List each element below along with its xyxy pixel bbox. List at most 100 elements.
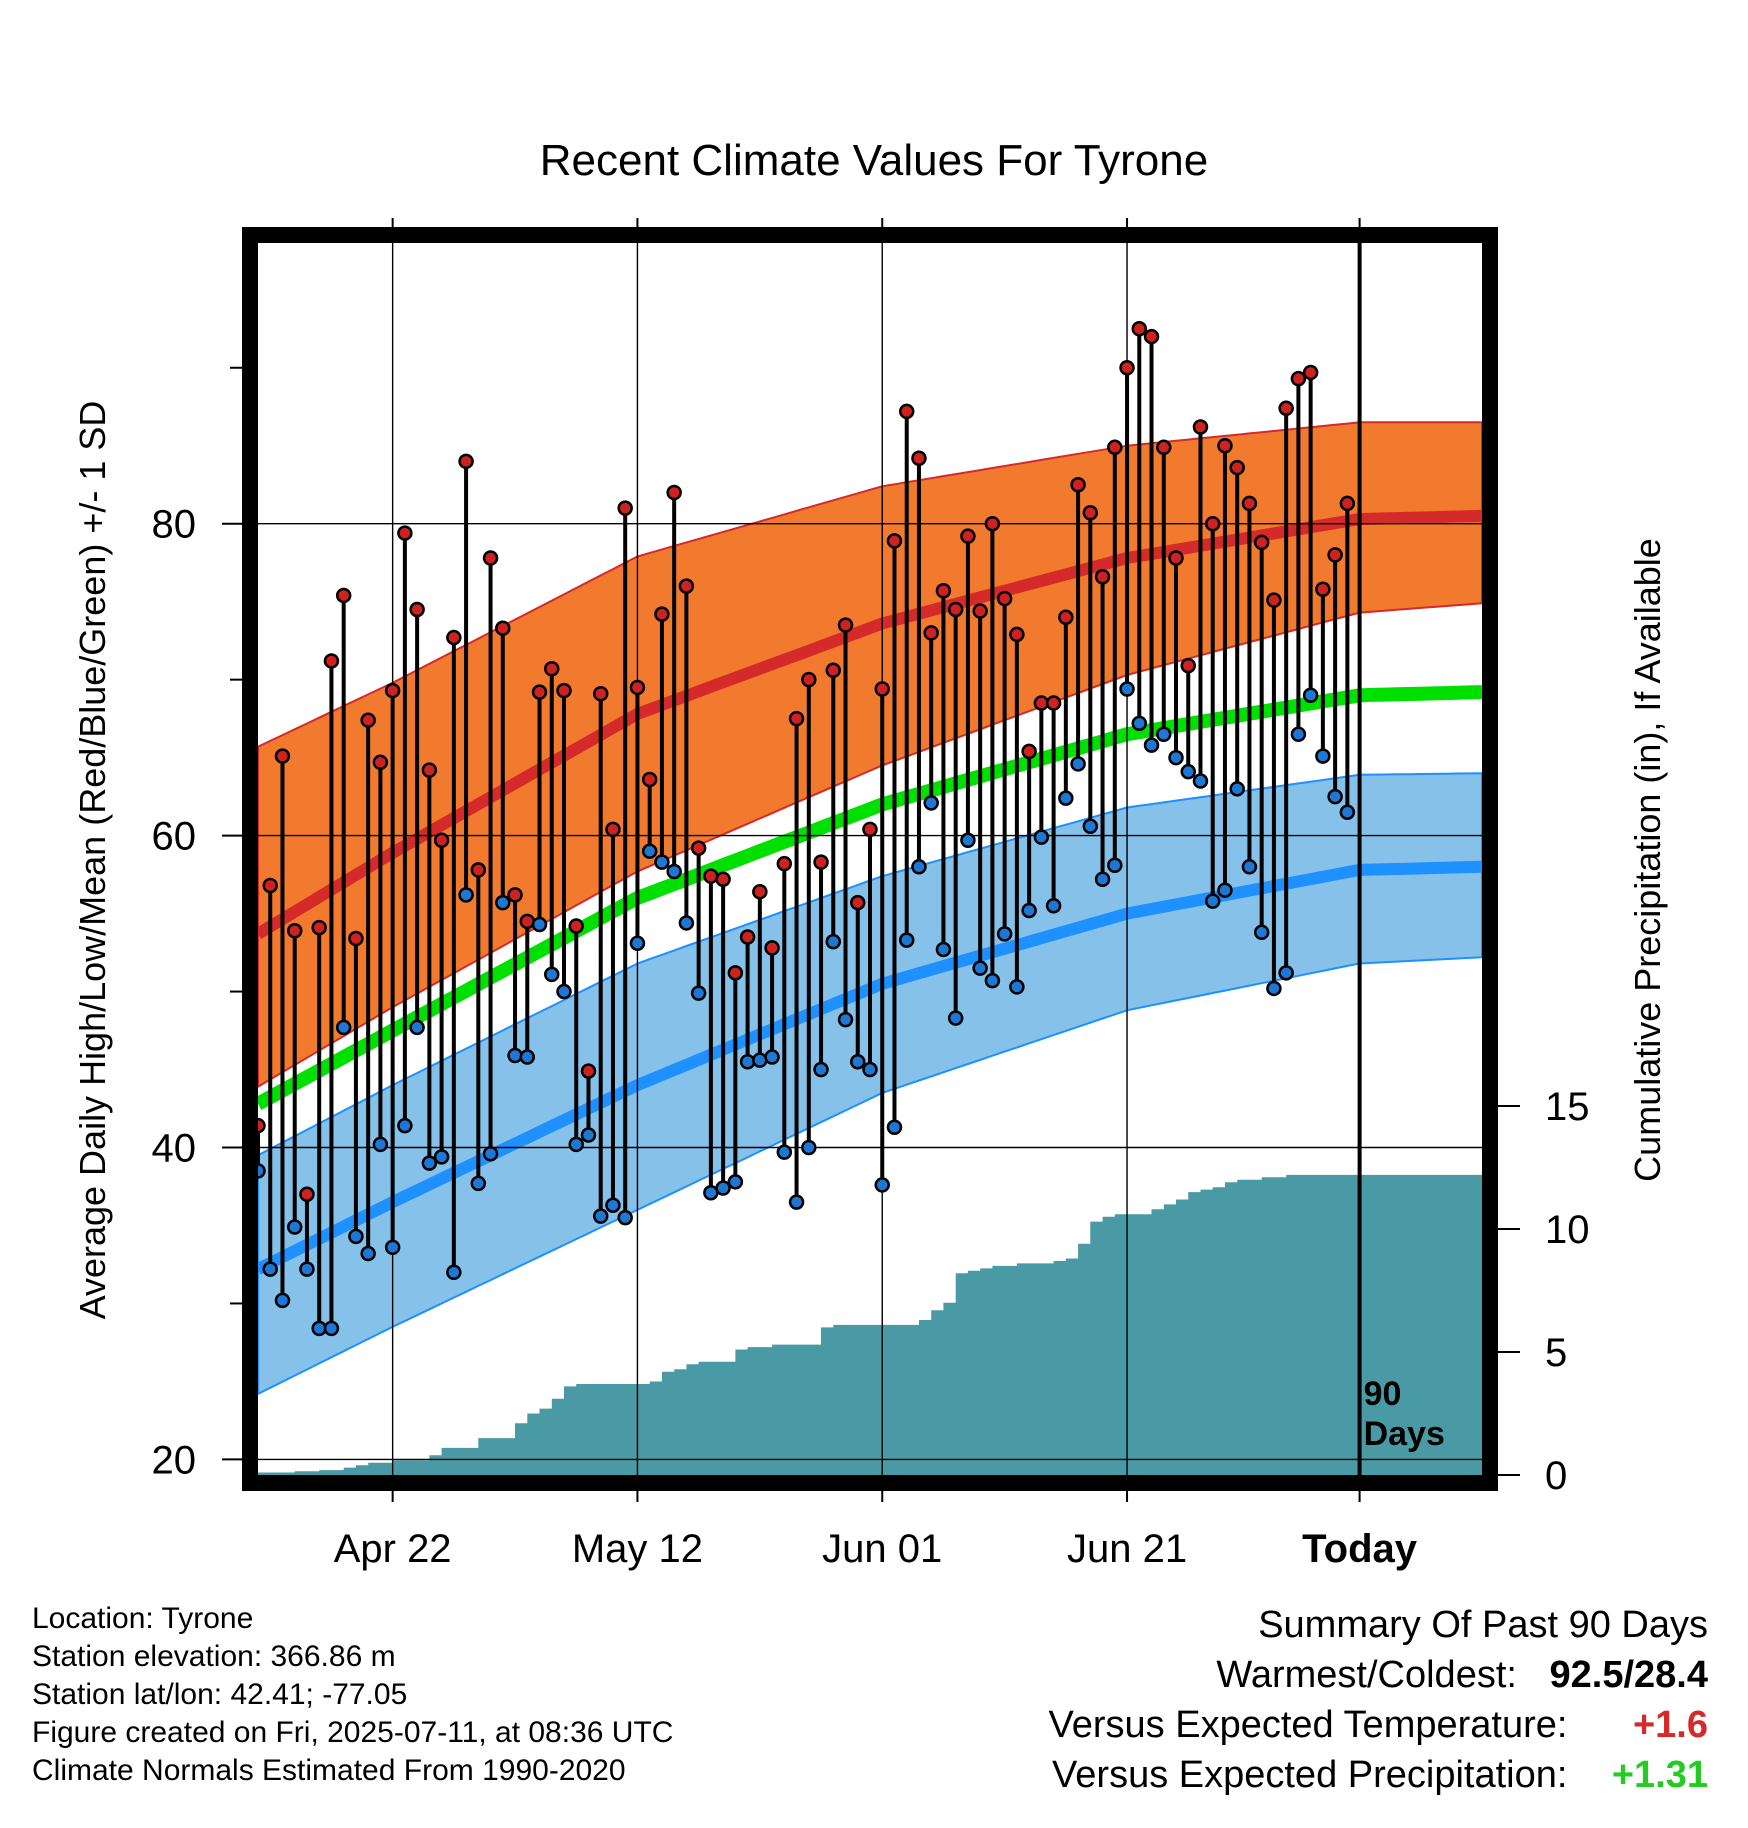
daily-high-point [258,1117,266,1134]
daily-low-point [531,916,548,933]
daily-low-point [1168,749,1184,766]
daily-low-point [874,1177,890,1193]
daily-low-point [1143,737,1160,753]
daily-high-point [1082,505,1099,521]
daily-low-point [727,1174,744,1190]
daily-high-point [470,862,487,878]
daily-high-point [580,1063,597,1079]
y2-tick-label: 0 [1545,1454,1567,1498]
daily-low-point [641,843,658,859]
daily-high-point [703,868,719,884]
daily-low-point [1302,687,1319,704]
y2-tick-label: 15 [1545,1085,1590,1129]
daily-high-point [1253,534,1270,551]
daily-high-point [1192,419,1209,435]
warmest-coldest-value: 92.5/28.4 [1549,1654,1708,1696]
station-info: Location: Tyrone Station elevation: 366.… [32,1600,673,1790]
daily-low-point [507,1047,523,1064]
daily-low-point [1204,893,1221,909]
daily-high-point [617,500,633,516]
daily-low-point [850,1053,866,1070]
daily-high-point [898,403,915,420]
daily-low-point [1033,829,1050,845]
daily-high-point [715,871,731,888]
temp-departure-value: +1.6 [1632,1704,1708,1746]
daily-low-point [1094,871,1111,888]
daily-low-point [1315,748,1331,764]
daily-high-point [1094,568,1111,585]
daily-high-point [813,854,829,870]
daily-high-point [1021,743,1037,760]
daily-low-point [1107,857,1123,873]
daily-low-point [715,1180,731,1196]
daily-low-point [605,1197,621,1213]
daily-high-point [495,620,511,636]
daily-high-point [605,821,621,838]
x-tick-label: Jun 21 [1067,1527,1187,1571]
daily-low-point [1119,681,1135,697]
daily-high-point [862,821,878,838]
warmest-coldest-label: Warmest/Coldest: [1216,1654,1517,1696]
daily-low-point [1278,965,1294,981]
y-tick-label: 60 [152,815,197,859]
daily-high-point [592,685,609,702]
latlon-text: Station lat/lon: 42.41; -77.05 [32,1678,408,1711]
created-text: Figure created on Fri, 2025-07-11, at 08… [32,1716,674,1749]
daily-high-point [556,682,572,699]
daily-high-point [372,754,389,771]
low-normal-band [258,772,1482,1396]
daily-high-point [1302,364,1319,381]
daily-low-point [801,1139,817,1156]
daily-high-point [752,883,768,900]
daily-high-point [1327,547,1343,563]
daily-low-point [617,1209,633,1226]
daily-low-point [1180,763,1196,780]
daily-high-point [348,930,364,947]
daily-low-point [1021,902,1037,919]
daily-high-point [1204,515,1221,532]
daily-low-point [372,1136,389,1153]
daily-low-point [274,1292,291,1309]
daily-low-point [446,1264,462,1281]
daily-low-point [323,1320,340,1337]
summary-panel: Summary Of Past 90 Days Warmest/Coldest:… [1049,1600,1708,1800]
daily-low-point [1339,804,1356,820]
daily-low-point [397,1117,413,1134]
daily-high-point [482,550,499,566]
daily-low-point [825,933,842,950]
elevation-text: Station elevation: 366.86 m [32,1640,396,1673]
daily-high-point [531,684,548,700]
daily-high-point [984,515,1001,532]
daily-low-point [556,983,572,1000]
daily-high-point [788,710,805,727]
daily-high-point [1156,439,1172,456]
daily-high-point [458,453,474,470]
daily-low-point [519,1049,536,1065]
daily-high-point [397,525,413,541]
daily-low-point [1070,756,1086,772]
daily-low-point [258,1163,266,1179]
daily-high-point [874,681,890,697]
daily-high-point [641,771,658,788]
daily-high-point [935,583,952,599]
daily-high-point [1168,550,1184,566]
daily-low-point [1266,980,1282,997]
daily-high-point [1143,328,1160,345]
daily-low-point [739,1053,756,1070]
daily-high-point [666,484,682,501]
daily-high-point [764,940,780,956]
daily-high-point [947,601,964,618]
daily-low-point [335,1019,352,1036]
daily-high-point [299,1186,315,1203]
daily-high-point [1278,400,1294,417]
daily-low-point [470,1175,487,1192]
daily-low-point [1058,790,1074,806]
y-tick-label: 20 [152,1438,197,1482]
daily-low-point [482,1145,499,1162]
daily-low-point [1241,859,1258,875]
daily-high-point [274,748,291,764]
daily-low-point [923,795,939,811]
daily-low-point [1229,781,1245,797]
daily-high-point [801,671,817,688]
